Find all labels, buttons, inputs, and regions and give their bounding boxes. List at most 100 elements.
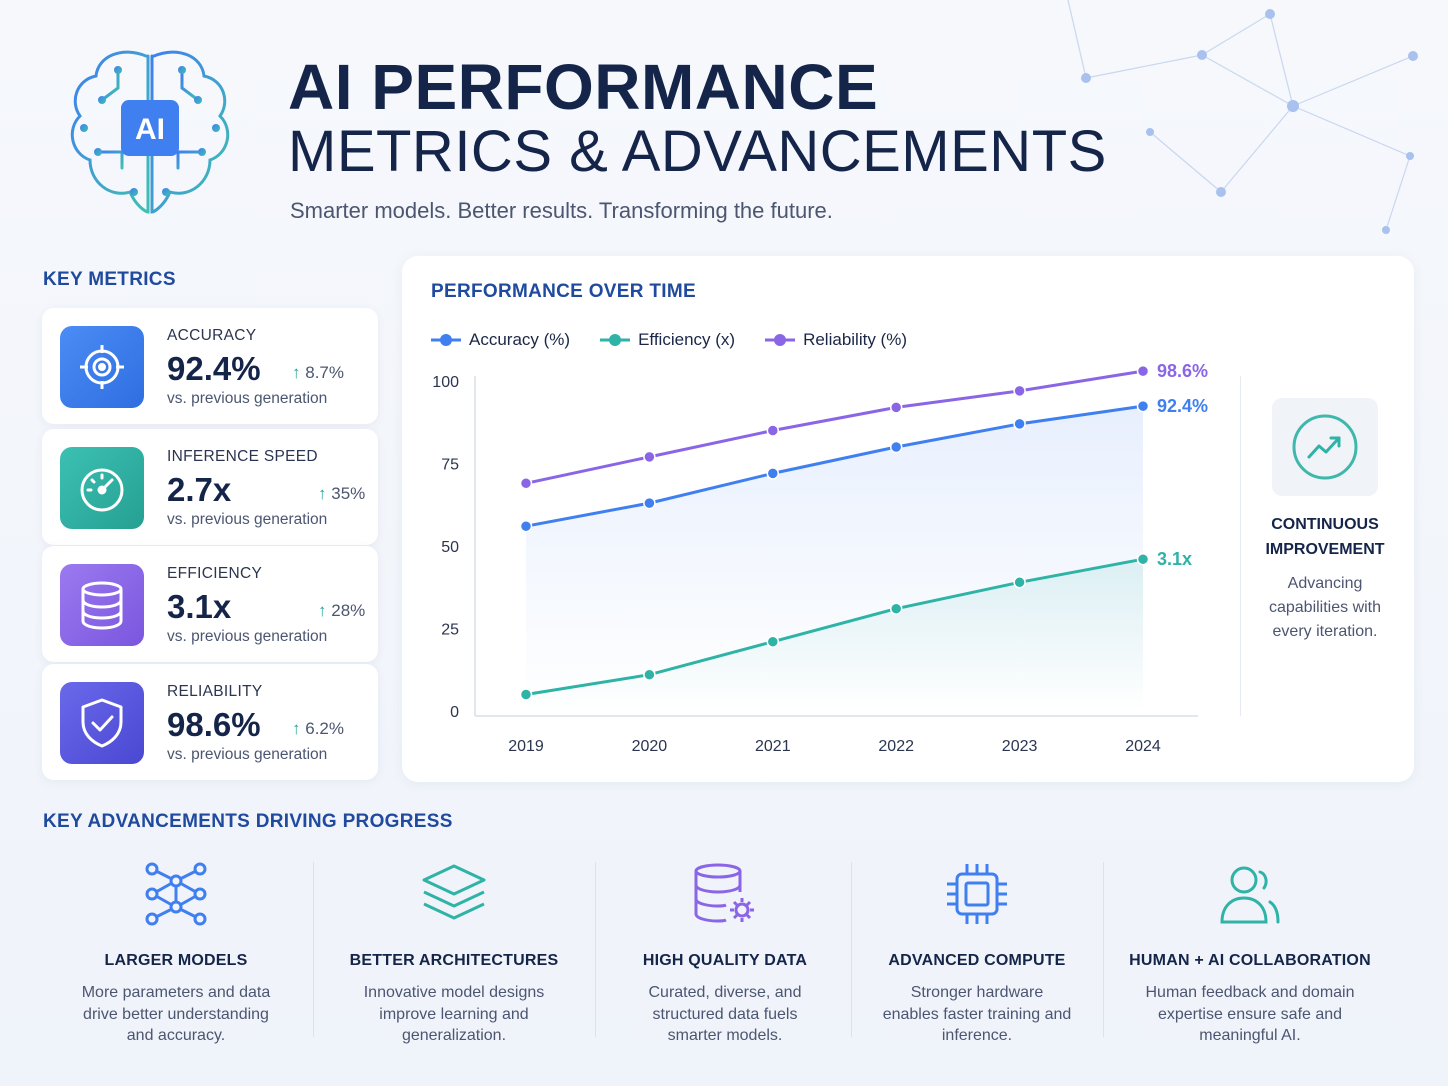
data-point: [519, 519, 533, 533]
arrow-up-icon: ↑: [318, 484, 327, 503]
chip-icon: [872, 858, 1082, 930]
side-title: CONTINUOUS IMPROVEMENT: [1242, 512, 1408, 562]
performance-chart-panel: PERFORMANCE OVER TIME Accuracy (%) Effic…: [402, 256, 1414, 782]
legend-marker-accuracy: [431, 334, 461, 346]
data-point: [643, 668, 656, 681]
x-tick-label: 2024: [1125, 738, 1161, 755]
data-point: [1013, 417, 1026, 431]
metric-change-value: 8.7%: [305, 363, 344, 382]
data-point: [1136, 364, 1150, 378]
page-subtitle: Smarter models. Better results. Transfor…: [290, 198, 833, 223]
metric-card-efficiency: EFFICIENCY 3.1x ↑ 28% vs. previous gener…: [42, 546, 378, 662]
metric-change: ↑ 6.2%: [292, 719, 344, 739]
network-background-graphic: [1067, 0, 1418, 234]
key-metrics-label: KEY METRICS: [43, 269, 176, 290]
metric-note: vs. previous generation: [167, 511, 328, 528]
y-tick-label: 75: [441, 457, 459, 474]
x-tick-label: 2019: [508, 738, 544, 755]
metric-card-accuracy: ACCURACY 92.4% ↑ 8.7% vs. previous gener…: [42, 308, 378, 424]
data-label: 92.4%: [1157, 396, 1208, 416]
x-tick-label: 2023: [1002, 738, 1038, 755]
metric-change-value: 6.2%: [305, 719, 344, 738]
metric-note: vs. previous generation: [167, 628, 328, 645]
database-gear-icon: [620, 858, 830, 930]
data-point: [643, 496, 656, 510]
line-chart: 0 25 50 75 100 2019 2020 2021 2022 2023 2024 92.4% 3…: [432, 361, 1208, 755]
x-tick-label: 2020: [632, 738, 668, 755]
chart-title: PERFORMANCE OVER TIME: [431, 281, 696, 302]
metric-change-value: 28%: [331, 601, 366, 620]
advancement-text: Curated, diverse, and structured data fu…: [648, 984, 802, 1044]
advancement-text: More parameters and data drive better un…: [81, 984, 271, 1044]
data-label: 3.1x: [1157, 549, 1192, 569]
side-title-line1: CONTINUOUS: [1271, 516, 1379, 533]
person-icon: [1124, 858, 1376, 930]
advancement-title: ADVANCED COMPUTE: [888, 952, 1066, 969]
page-title: AI PERFORMANCE: [288, 51, 879, 123]
metric-value: 98.6%: [167, 706, 261, 743]
x-tick-label: 2022: [878, 738, 914, 755]
side-divider: [1240, 376, 1241, 716]
metric-change: ↑ 35%: [318, 484, 365, 504]
divider: [851, 862, 852, 1037]
data-point: [766, 635, 780, 648]
metric-note: vs. previous generation: [167, 746, 328, 763]
metric-value: 3.1x: [167, 588, 232, 625]
data-point: [519, 688, 533, 701]
area-fill: [526, 559, 1143, 711]
advancement-title: BETTER ARCHITECTURES: [349, 952, 559, 969]
data-point: [889, 602, 903, 615]
legend-label: Efficiency (x): [638, 330, 736, 349]
data-point: [766, 467, 780, 480]
advancement-title: LARGER MODELS: [104, 952, 248, 969]
legend-item-efficiency: Efficiency (x): [600, 330, 735, 350]
metric-value: 2.7x: [167, 471, 232, 508]
series-line: [525, 404, 1144, 528]
data-point: [766, 424, 780, 437]
layers-icon: [338, 858, 570, 930]
advancement-high-quality-data: HIGH QUALITY DATA Curated, diverse, and …: [620, 858, 830, 1048]
arrow-up-icon: ↑: [292, 719, 301, 738]
advancement-larger-models: LARGER MODELS More parameters and data d…: [62, 858, 290, 1048]
metric-name: ACCURACY: [167, 327, 257, 344]
data-point: [1013, 576, 1026, 589]
y-tick-label: 0: [450, 704, 459, 721]
advancement-text: Stronger hardware enables faster trainin…: [882, 984, 1072, 1044]
data-point: [889, 440, 903, 454]
advancements-label: KEY ADVANCEMENTS DRIVING PROGRESS: [43, 811, 453, 832]
y-tick-label: 50: [441, 539, 459, 556]
advancement-better-architectures: BETTER ARCHITECTURES Innovative model de…: [338, 858, 570, 1048]
trend-up-icon: [1272, 398, 1378, 496]
metric-value: 92.4%: [167, 350, 261, 387]
metric-name: RELIABILITY: [167, 683, 263, 700]
legend-item-reliability: Reliability (%): [765, 330, 907, 350]
y-tick-label: 25: [441, 622, 459, 639]
side-title-line2: IMPROVEMENT: [1265, 541, 1385, 558]
legend-item-accuracy: Accuracy (%): [431, 330, 570, 350]
data-point: [643, 450, 656, 464]
data-label: 98.6%: [1157, 361, 1208, 381]
advancement-title: HIGH QUALITY DATA: [642, 952, 808, 969]
advancement-text: Human feedback and domain expertise ensu…: [1145, 984, 1355, 1044]
advancement-advanced-compute: ADVANCED COMPUTE Stronger hardware enabl…: [872, 858, 1082, 1048]
data-point: [889, 401, 903, 414]
advancement-title: HUMAN + AI COLLABORATION: [1129, 952, 1371, 969]
series-line: [525, 369, 1144, 485]
arrow-up-icon: ↑: [318, 601, 327, 620]
metric-change-value: 35%: [331, 484, 366, 503]
metric-change: ↑ 28%: [318, 601, 365, 621]
network-icon: [62, 858, 290, 930]
speedometer-icon: [60, 447, 144, 529]
x-tick-label: 2021: [755, 738, 791, 755]
data-point: [1136, 552, 1150, 566]
y-tick-label: 100: [432, 374, 459, 391]
metric-name: EFFICIENCY: [167, 565, 263, 582]
arrow-up-icon: ↑: [292, 363, 301, 382]
data-point: [519, 477, 533, 490]
metric-card-reliability: RELIABILITY 98.6% ↑ 6.2% vs. previous ge…: [42, 664, 378, 780]
metric-card-inference-speed: INFERENCE SPEED 2.7x ↑ 35% vs. previous …: [42, 429, 378, 545]
chart-legend: Accuracy (%) Efficiency (x) Reliability …: [431, 330, 907, 350]
logo-text: AI: [135, 113, 165, 146]
divider: [595, 862, 596, 1037]
side-text: Advancing capabilities with every iterat…: [1268, 575, 1382, 640]
